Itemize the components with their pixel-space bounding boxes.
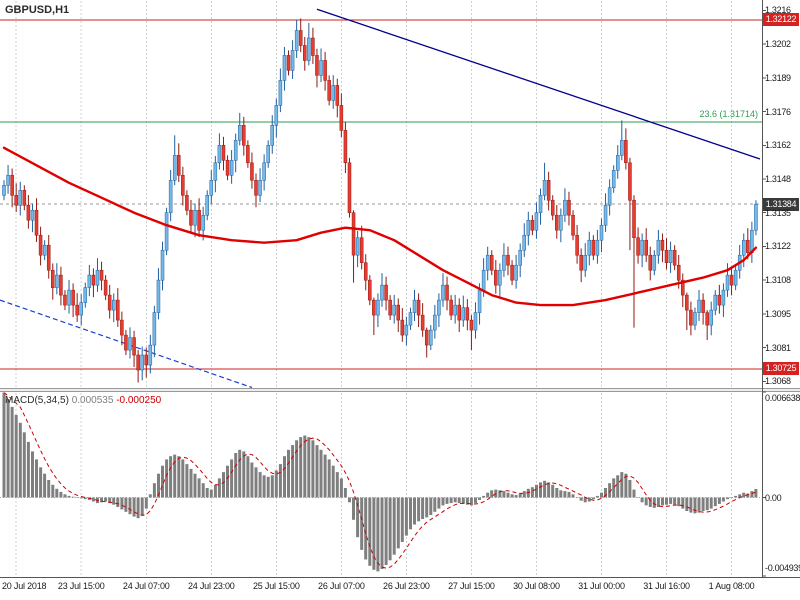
trend-lines [0,8,761,389]
price-axis-tick-label: 1.3216 [765,5,791,16]
macd-indicator-label: MACD(5,34,5) 0.000535 -0.000250 [5,395,161,406]
price-axis-tick-label: 1.3148 [765,174,791,185]
price-axis-tick-label: 1.3202 [765,39,791,50]
macd-name: MACD(5,34,5) [5,395,69,406]
price-badge-current: 1.31384 [763,198,799,211]
price-axis-tick-label: 1.3189 [765,72,791,83]
time-axis-label: 23 Jul 15:00 [57,581,105,591]
descending-trendline [316,8,761,160]
macd-signal-value: -0.000250 [116,395,162,406]
time-axis-label: 25 Jul 15:00 [252,581,300,591]
macd-signal-line [3,392,757,569]
candles [2,18,758,383]
time-axis-label: 20 Jul 2018 [2,581,47,591]
time-axis-label: 1 Aug 08:00 [708,581,755,591]
price-axis-tick-label: 1.3108 [765,275,791,286]
time-axis-label: 24 Jul 07:00 [122,581,170,591]
time-axis-label: 27 Jul 15:00 [448,581,495,591]
price-axis-tick-label: 1.3176 [765,106,791,117]
time-axis-label: 26 Jul 23:00 [383,581,430,591]
time-axis-label: 24 Jul 23:00 [187,581,235,591]
price-axis-tick-label: 1.3081 [765,342,791,353]
price-axis-tick-label: 1.3135 [765,207,791,218]
price-axis-tick-label: 1.3162 [765,140,791,151]
price-axis-tick-label: 1.3068 [765,376,791,387]
moving-average-line [2,146,758,307]
symbol-timeframe-label: GBPUSD,H1 [5,4,70,16]
level-lines [0,19,762,370]
fib-level-label: 23.6 (1.31714) [699,109,758,119]
pane-frame [0,0,800,578]
macd-axis-zero-label: 0.00 [765,493,782,503]
price-axis-tick-label: 1.3122 [765,241,791,252]
macd-axis-min-label: -0.004939 [765,563,800,573]
time-axis-label: 30 Jul 08:00 [513,581,560,591]
time-axis-label: 26 Jul 07:00 [318,581,365,591]
macd-axis-max-label: 0.006638 [765,393,800,403]
dashed-trendline [0,299,253,389]
macd-histogram [2,392,758,572]
macd-main-value: 0.000535 [71,395,114,406]
time-axis-label: 31 Jul 16:00 [643,581,690,591]
price-badge-support: 1.30725 [763,362,799,375]
time-axis-label: 31 Jul 00:00 [578,581,625,591]
price-badge-resistance: 1.32122 [763,13,799,26]
price-axis-tick-label: 1.3095 [765,308,791,319]
